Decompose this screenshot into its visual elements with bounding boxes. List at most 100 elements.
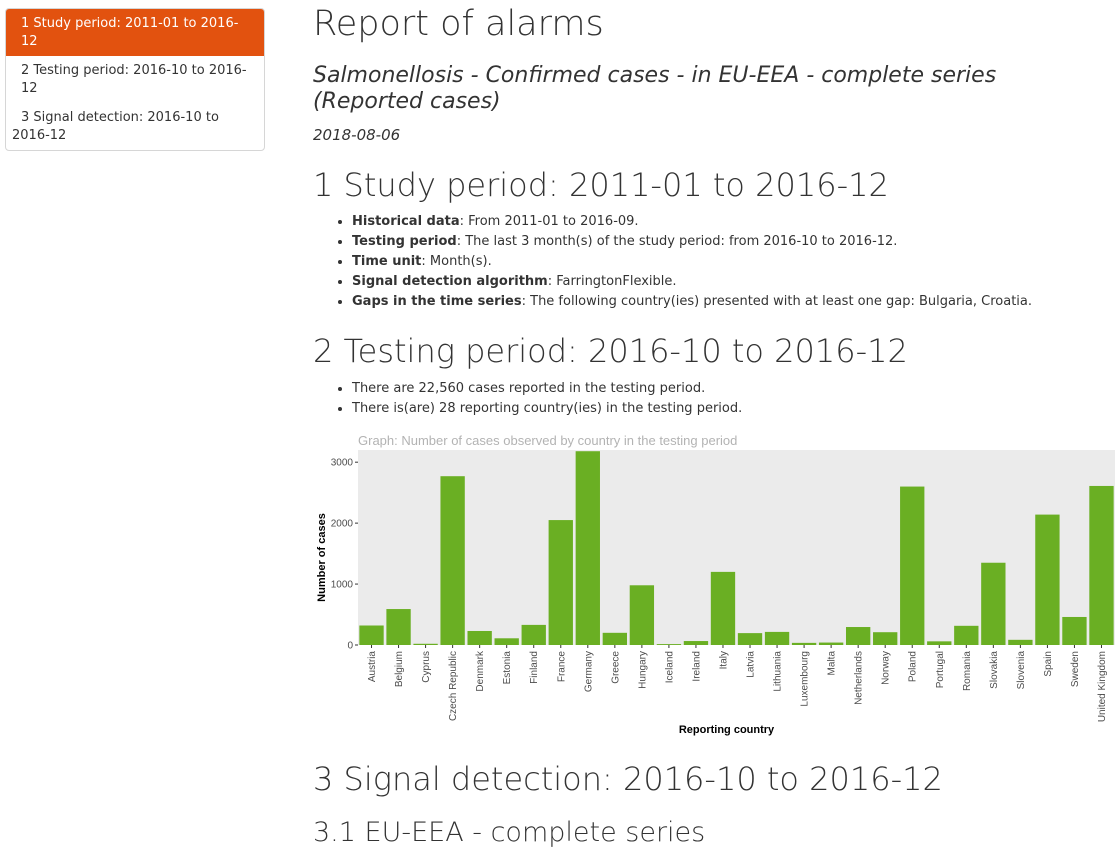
toc-item-study-period[interactable]: 1 Study period: 2011-01 to 2016-12: [6, 9, 264, 56]
y-axis-label: Number of cases: [316, 513, 328, 602]
list-item-text: : The following country(ies) presented w…: [521, 294, 1033, 309]
x-tick-label: Lithuania: [773, 651, 784, 692]
bar-sweden: [1062, 616, 1087, 645]
list-item-key: Signal detection algorithm: [352, 274, 548, 289]
bar-chart: Graph: Number of cases observed by count…: [316, 433, 1115, 736]
bar-finland: [521, 624, 546, 645]
list-item: There are 22,560 cases reported in the t…: [352, 379, 742, 399]
x-tick-label: Iceland: [664, 651, 675, 683]
x-tick-label: Estonia: [502, 651, 513, 685]
x-tick-label: Netherlands: [854, 651, 865, 705]
bar-luxembourg: [791, 642, 817, 645]
list-item-text: : FarringtonFlexible.: [547, 274, 677, 289]
toc-item-signal-detection[interactable]: 3 Signal detection: 2016-10 to 2016-12: [6, 103, 264, 150]
y-tick-label: 1000: [331, 580, 354, 591]
bar-netherlands: [845, 627, 871, 645]
x-tick-label: Sweden: [1070, 651, 1081, 687]
list-item-key: Gaps in the time series: [352, 294, 522, 309]
cases-by-country-chart: Graph: Number of cases observed by count…: [313, 430, 1119, 740]
list-item-text: : From 2011-01 to 2016-09.: [459, 214, 639, 229]
x-tick-label: Ireland: [691, 651, 702, 682]
list-item-key: Historical data: [352, 214, 460, 229]
x-tick-label: Czech Republic: [448, 651, 459, 721]
report-subtitle: Salmonellosis - Confirmed cases - in EU-…: [313, 63, 997, 114]
y-tick-label: 0: [347, 641, 353, 652]
section-heading-testing-period: 2 Testing period: 2016-10 to 2016-12: [313, 332, 908, 370]
bar-austria: [359, 625, 384, 645]
x-tick-label: Finland: [529, 651, 540, 684]
bar-romania: [954, 625, 979, 645]
y-tick-label: 2000: [331, 519, 354, 530]
x-tick-label: Poland: [908, 651, 919, 682]
x-tick-label: Cyprus: [421, 651, 432, 683]
toc-item-number: 2: [21, 63, 30, 78]
study-period-list: Historical data: From 2011-01 to 2016-09…: [313, 212, 1032, 312]
bar-hungary: [629, 585, 655, 645]
bar-estonia: [494, 638, 519, 645]
x-tick-label: Romania: [962, 651, 973, 691]
toc-item-number: 1: [21, 16, 30, 31]
list-item-key: Testing period: [352, 234, 457, 249]
bar-united-kingdom: [1089, 485, 1114, 645]
bar-germany: [575, 451, 600, 645]
toc-item-testing-period[interactable]: 2 Testing period: 2016-10 to 2016-12: [6, 56, 264, 103]
list-item-key: Time unit: [352, 254, 422, 269]
page-title: Report of alarms: [313, 4, 604, 44]
list-item: Time unit: Month(s).: [352, 252, 1032, 272]
list-item: Signal detection algorithm: FarringtonFl…: [352, 272, 1032, 292]
report-date: 2018-08-06: [313, 126, 401, 144]
x-tick-label: Slovenia: [1016, 651, 1027, 690]
bar-slovenia: [1008, 639, 1033, 645]
bar-greece: [602, 632, 628, 645]
bar-portugal: [927, 641, 952, 645]
subsection-heading-eu-eea: 3.1 EU-EEA - complete series: [313, 817, 706, 848]
x-tick-label: Slovakia: [989, 651, 1000, 689]
bar-lithuania: [764, 631, 790, 645]
toc-item-number: 3: [21, 110, 30, 125]
x-tick-label: Latvia: [746, 651, 757, 678]
x-tick-label: Norway: [881, 651, 892, 685]
list-item: Historical data: From 2011-01 to 2016-09…: [352, 212, 1032, 232]
list-item: Testing period: The last 3 month(s) of t…: [352, 232, 1032, 252]
section-heading-signal-detection: 3 Signal detection: 2016-10 to 2016-12: [313, 760, 943, 798]
list-item: There is(are) 28 reporting country(ies) …: [352, 399, 742, 419]
list-item-text: : The last 3 month(s) of the study perio…: [456, 234, 898, 249]
toc-item-label: Signal detection: 2016-10 to 2016-12: [12, 110, 219, 143]
bar-france: [548, 520, 573, 645]
x-tick-label: Malta: [827, 651, 838, 676]
x-tick-label: United Kingdom: [1097, 651, 1108, 722]
x-tick-label: Hungary: [637, 651, 648, 689]
y-tick-label: 3000: [331, 458, 354, 469]
bar-spain: [1035, 514, 1060, 645]
x-tick-label: Austria: [367, 651, 378, 683]
bar-cyprus: [413, 643, 438, 645]
bar-latvia: [737, 633, 763, 645]
x-tick-label: Spain: [1043, 651, 1054, 677]
bar-iceland: [656, 644, 682, 645]
x-tick-label: Greece: [610, 651, 621, 684]
bar-italy: [710, 571, 736, 645]
bar-belgium: [386, 609, 411, 645]
bar-malta: [818, 642, 844, 645]
chart-title: Graph: Number of cases observed by count…: [358, 433, 737, 448]
x-tick-label: Luxembourg: [800, 651, 811, 707]
list-item-text: : Month(s).: [421, 254, 492, 269]
toc-item-label: Testing period: 2016-10 to 2016-12: [21, 63, 247, 96]
x-tick-label: Belgium: [394, 651, 405, 687]
x-tick-label: Germany: [583, 651, 594, 692]
x-tick-label: Portugal: [935, 651, 946, 688]
x-tick-label: Italy: [718, 651, 729, 669]
bar-norway: [873, 632, 898, 645]
section-heading-study-period: 1 Study period: 2011-01 to 2016-12: [313, 166, 889, 204]
bar-denmark: [467, 630, 492, 645]
bar-slovakia: [981, 562, 1006, 645]
bar-ireland: [683, 641, 709, 645]
toc-item-label: Study period: 2011-01 to 2016-12: [21, 16, 239, 49]
table-of-contents: 1 Study period: 2011-01 to 2016-12 2 Tes…: [5, 8, 265, 151]
x-tick-label: Denmark: [475, 650, 486, 692]
testing-period-list: There are 22,560 cases reported in the t…: [313, 379, 742, 419]
x-tick-label: France: [556, 651, 567, 683]
bar-czech-republic: [440, 476, 465, 645]
bar-poland: [900, 486, 925, 645]
list-item: Gaps in the time series: The following c…: [352, 292, 1032, 312]
